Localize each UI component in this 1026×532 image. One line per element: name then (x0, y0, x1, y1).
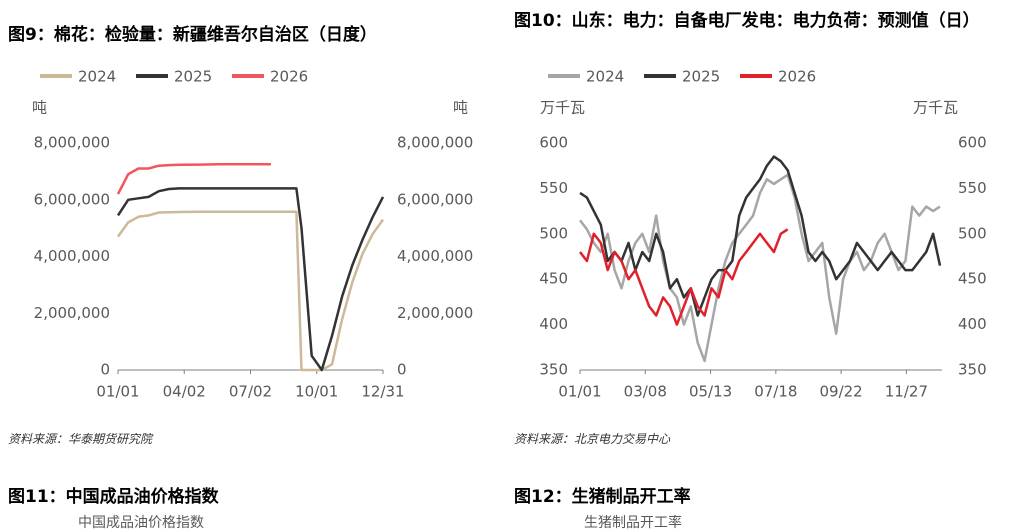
y-tick-label: 500 (539, 224, 568, 242)
y2-tick-label: 550 (958, 179, 987, 197)
y-unit: 吨 (32, 99, 47, 117)
series-line (116, 187, 385, 372)
source: 资料来源：北京电力交易中心 (514, 432, 671, 446)
y-unit: 万千瓦 (540, 99, 585, 117)
x-tick-label: 01/01 (558, 383, 601, 401)
x-tick-label: 04/02 (163, 383, 206, 401)
y2-unit: 吨 (453, 99, 468, 117)
legend-label: 2026 (270, 68, 308, 86)
y-tick-label: 4,000,000 (34, 247, 110, 265)
legend-label: 2025 (174, 68, 212, 86)
legend-label: 中国成品油价格指数 (78, 515, 204, 531)
y2-tick-label: 2,000,000 (397, 304, 473, 322)
series-line (579, 228, 789, 326)
series-line (116, 210, 385, 372)
legend-label: 2026 (778, 68, 816, 86)
series-line (579, 173, 941, 363)
chart-title: 图9：棉花：检验量：新疆维吾尔自治区（日度） (8, 25, 377, 45)
legend-label: 2024 (78, 68, 116, 86)
series-line (579, 155, 942, 317)
figure-title: 图12：生猪制品开工率 (514, 487, 691, 507)
x-tick-label: 11/27 (885, 383, 928, 401)
series-line (116, 163, 271, 195)
y2-tick-label: 8,000,000 (397, 134, 473, 152)
y-tick-label: 600 (539, 134, 568, 152)
legend-label: 生猪制品开工率 (584, 515, 682, 531)
x-tick-label: 07/02 (229, 383, 272, 401)
y-tick-label: 0 (100, 361, 110, 379)
x-tick-label: 05/13 (689, 383, 732, 401)
y2-tick-label: 4,000,000 (397, 247, 473, 265)
x-tick-label: 03/08 (624, 383, 667, 401)
x-tick-label: 12/31 (361, 383, 404, 401)
figure-title: 图11：中国成品油价格指数 (8, 487, 219, 507)
y2-tick-label: 0 (397, 361, 407, 379)
y-tick-label: 550 (539, 179, 568, 197)
x-tick-label: 01/01 (96, 383, 139, 401)
legend-label: 2025 (682, 68, 720, 86)
y2-tick-label: 600 (958, 134, 987, 152)
legend-label: 2024 (586, 68, 624, 86)
y2-tick-label: 500 (958, 224, 987, 242)
y-tick-label: 450 (539, 270, 568, 288)
chart-title: 图10：山东：电力：自备电厂发电：电力负荷：预测值（日） (514, 11, 980, 31)
y-tick-label: 8,000,000 (34, 134, 110, 152)
x-tick-label: 10/01 (295, 383, 338, 401)
y2-tick-label: 350 (958, 361, 987, 379)
y-tick-label: 6,000,000 (34, 190, 110, 208)
x-tick-label: 07/18 (754, 383, 797, 401)
y-tick-label: 350 (539, 361, 568, 379)
y2-unit: 万千瓦 (913, 99, 958, 117)
x-tick-label: 09/22 (819, 383, 862, 401)
y-tick-label: 2,000,000 (34, 304, 110, 322)
y2-tick-label: 400 (958, 315, 987, 333)
y2-tick-label: 6,000,000 (397, 190, 473, 208)
source: 资料来源：华泰期货研究院 (8, 432, 153, 446)
y-tick-label: 400 (539, 315, 568, 333)
y2-tick-label: 450 (958, 270, 987, 288)
